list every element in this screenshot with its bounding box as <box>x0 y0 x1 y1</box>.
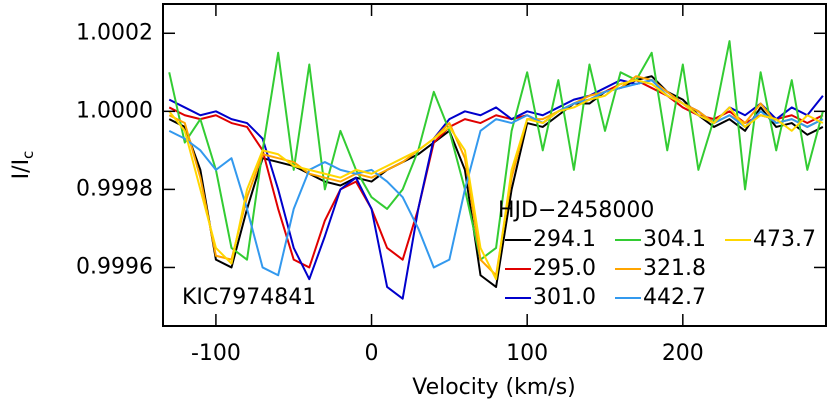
legend-label: 301.0 <box>533 285 596 310</box>
legend-label: 304.1 <box>643 227 706 252</box>
legend-label: 294.1 <box>533 227 596 252</box>
y-axis-label-main: I/I <box>9 159 34 179</box>
x-tick-label: 0 <box>365 341 379 366</box>
legend-label: 321.8 <box>643 256 706 281</box>
x-tick-label: -100 <box>191 341 241 366</box>
y-tick-label: 0.9998 <box>76 176 153 201</box>
x-axis-label: Velocity (km/s) <box>412 375 576 400</box>
y-tick-label: 1.0002 <box>76 20 153 45</box>
series-line <box>168 40 824 261</box>
series-line <box>168 79 824 281</box>
legend-label: 473.7 <box>753 227 816 252</box>
x-tick-label: 100 <box>506 341 548 366</box>
annotation: KIC7974841 <box>182 285 316 310</box>
y-axis-label-sub: c <box>19 151 37 159</box>
plot-frame <box>162 3 827 327</box>
legend-title: HJD−2458000 <box>498 198 654 223</box>
series-line <box>168 75 824 288</box>
plot-lines <box>168 40 824 300</box>
y-axis-label: I/Ic <box>9 151 37 180</box>
y-tick-label: 1.0000 <box>76 98 153 123</box>
y-tick-label: 0.9996 <box>76 254 153 279</box>
x-tick-label: 200 <box>662 341 704 366</box>
legend-label: 295.0 <box>533 256 596 281</box>
legend-label: 442.7 <box>643 285 706 310</box>
